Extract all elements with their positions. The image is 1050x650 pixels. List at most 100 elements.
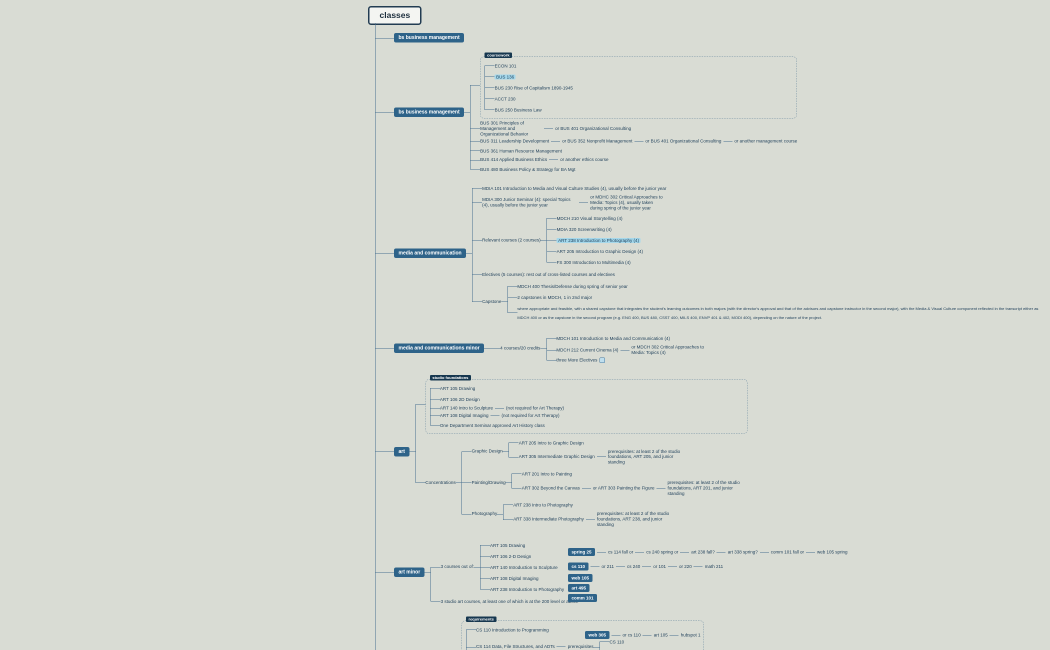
topic[interactable]: BUS 480 Business Policy & Strategy for B… xyxy=(480,166,576,172)
floating-topic[interactable]: or cs 110 xyxy=(622,632,641,638)
topic[interactable]: ART 338 Intermediate Photography xyxy=(513,516,584,522)
topic[interactable]: ART 205 Introduction to Graphic Design (… xyxy=(556,249,643,255)
topic[interactable]: MDCH 101 Introduction to Media and Commu… xyxy=(556,336,670,342)
concentrations-group: Concentrations Graphic Design ART 205 In… xyxy=(415,434,747,531)
prereq-label[interactable]: prerequisites xyxy=(567,644,594,650)
tag-icon[interactable] xyxy=(599,357,605,363)
prereq-note[interactable]: prerequisites: at least 2 of the studio … xyxy=(596,511,670,527)
floating-chip-comm-101[interactable]: comm 101 xyxy=(568,594,598,602)
topic[interactable]: BUS 311 Leadership Development xyxy=(480,138,550,144)
topic[interactable]: BUS 250 Business Law xyxy=(494,107,542,113)
branch-node-media-and-communications-minor[interactable]: media and communications minor xyxy=(394,343,485,354)
capstone-note[interactable]: where appropriate and feasible, with a s… xyxy=(517,306,1039,321)
highlighted-topic[interactable]: ART 238 Introduction to Photography (4) xyxy=(556,238,641,244)
topic[interactable]: ACCT 230 xyxy=(494,96,516,102)
branch-node-bs-business-management[interactable]: bs business management xyxy=(394,33,465,43)
floating-chip-web-305[interactable]: web 305 xyxy=(585,631,610,639)
alt-topic[interactable]: or ART 303 Painting the Figure xyxy=(592,485,655,491)
branch-node-bs-business-management-2[interactable]: bs business management xyxy=(394,107,465,118)
alt-topic[interactable]: (not required for Art Therapy) xyxy=(506,405,564,411)
topic[interactable]: ART 108 Digital Imaging xyxy=(489,575,539,581)
topic[interactable]: One Department Seminar approved Art Hist… xyxy=(439,422,545,428)
topic[interactable]: Graphic Design xyxy=(471,448,503,454)
floating-topic[interactable]: art 338 spring? xyxy=(727,549,758,555)
topic[interactable]: 3 studio art courses, at least one of wh… xyxy=(440,598,579,604)
alt-topic[interactable]: or MDHC 302 Critical Approaches to Media… xyxy=(590,194,663,211)
floating-topic[interactable]: math 211 xyxy=(704,564,724,569)
alt-topic[interactable]: or BUS 401 Organizational Consulting xyxy=(555,125,632,131)
topic[interactable]: ART 305 Intermediate Graphic Design xyxy=(518,454,595,460)
topic[interactable]: 3 courses out of: xyxy=(440,564,474,570)
alt-topic[interactable]: (not required for Art Therapy) xyxy=(501,412,560,418)
topic-course: ART 238 Introduction to Photography (4) xyxy=(546,234,643,246)
topic[interactable]: 4 courses/20 credits xyxy=(500,345,541,351)
floating-topic[interactable]: art 105 xyxy=(653,632,668,638)
floating-chip-web-105[interactable]: web 105 xyxy=(568,574,593,582)
topic[interactable]: Painting/Drawing xyxy=(471,479,506,485)
branch-art: art studio foundations ART 105 Drawing A… xyxy=(375,368,748,535)
floating-topic[interactable]: art 238 fall? xyxy=(691,549,715,555)
boundary-label-requirements[interactable]: requirements xyxy=(466,616,497,622)
alt-topic[interactable]: or MDCH 302 Critical Approaches to Media… xyxy=(631,344,704,356)
topic[interactable]: Electives (5 courses): rest out of cross… xyxy=(482,272,615,278)
topic[interactable]: ECON 101 xyxy=(494,63,517,69)
floating-topic[interactable]: cs 240 xyxy=(626,564,641,569)
topic[interactable]: Concentrations xyxy=(425,479,456,485)
topic[interactable]: ART 105 Drawing xyxy=(439,385,476,391)
floating-topic[interactable]: or 211 xyxy=(601,564,614,569)
branch-node-art[interactable]: art xyxy=(394,446,410,457)
floating-topic[interactable]: or 101 xyxy=(653,564,666,569)
topic[interactable]: BUS 230 Rise of Capitalism 1890-1945 xyxy=(494,85,573,91)
topic[interactable]: ART 201 Intro to Painting xyxy=(521,471,573,477)
boundary-label-studio-foundations[interactable]: studio foundations xyxy=(429,374,471,381)
topic[interactable]: BUS 361 Human Resource Management xyxy=(480,148,562,154)
floating-topic[interactable]: hubspot 1 xyxy=(680,632,701,638)
topic[interactable]: CS 110 xyxy=(609,639,625,645)
branch-node-media-and-communication[interactable]: media and communication xyxy=(394,248,467,258)
topic[interactable]: BUS 414 Applied Business Ethics xyxy=(480,157,548,163)
floating-chip-art-495[interactable]: art 495 xyxy=(568,584,590,592)
topic[interactable]: ART 205 Intro to Graphic Design xyxy=(518,440,584,446)
floating-topic[interactable]: cs 114 fall or xyxy=(608,549,634,555)
topic[interactable]: MDCH 400 Thesis/Defense during spring of… xyxy=(517,284,628,290)
branch-node-art-minor[interactable]: art minor xyxy=(394,567,425,578)
topic[interactable]: ART 238 Intro to Photography xyxy=(513,502,573,508)
alt-topic[interactable]: or another management course xyxy=(734,138,798,144)
floating-topic[interactable]: comm 101 fall or xyxy=(770,549,805,555)
topic[interactable]: ART 140 Intro to Sculpture xyxy=(439,405,494,411)
topic[interactable]: MDCH 210 Visual Storytelling (4) xyxy=(556,216,623,222)
highlighted-topic[interactable]: BUS 136 xyxy=(494,74,516,80)
prereq-note[interactable]: prerequisites: at least 2 of the studio … xyxy=(667,479,740,496)
floating-chip-cs-110[interactable]: cs 110 xyxy=(568,562,589,571)
alt-topic[interactable]: or another ethics course xyxy=(560,157,609,163)
topic[interactable]: three More Electives xyxy=(556,357,598,363)
alt-topic[interactable]: or BUS 352 Nonprofit Management xyxy=(562,138,633,144)
boundary-label-coursework[interactable]: coursework xyxy=(484,52,513,58)
floating-chip-spring-25[interactable]: spring 25 xyxy=(568,548,596,556)
topic[interactable]: MDIA 320 Screenwriting (4) xyxy=(556,227,612,233)
topic[interactable]: MDCH 212 Current Cinema (4) xyxy=(556,347,619,353)
alt-topic[interactable]: or BUS 401 Organizational Consulting xyxy=(645,138,722,144)
topic[interactable]: BUS 301 Principles of Management and Org… xyxy=(480,120,529,137)
topic[interactable]: ART 106 2D Design xyxy=(439,396,480,402)
floating-topic[interactable]: or 220 xyxy=(678,564,692,569)
topic[interactable]: Relevant courses (2 courses) xyxy=(482,237,541,243)
topic[interactable]: FS 300 Introduction to Multimedia (4) xyxy=(556,260,631,266)
topic[interactable]: 2 capstones in MDCH, 1 in 2nd major xyxy=(517,295,593,301)
topic[interactable]: CS 110 Introduction to Programming xyxy=(476,627,549,633)
topic[interactable]: MDIA 101 Introduction to Media and Visua… xyxy=(482,185,667,191)
topic[interactable]: Capstone xyxy=(482,298,502,304)
topic[interactable]: ART 108 Digital Imaging xyxy=(439,412,489,418)
topic[interactable]: ART 140 Introduction to Sculpture xyxy=(489,564,558,570)
topic[interactable]: CS 114 Data, File Structures, and ADTs xyxy=(476,644,555,650)
prereq-note[interactable]: prerequisites: at least 2 of the studio … xyxy=(607,448,681,465)
topic[interactable]: MDIA 300 Junior Seminar (4): special Top… xyxy=(482,197,571,208)
floating-topic[interactable]: web 105 spring xyxy=(817,549,848,555)
floating-topic[interactable]: cs 240 spring or xyxy=(646,549,679,555)
root-node[interactable]: classes xyxy=(368,6,422,25)
topic[interactable]: Photography xyxy=(471,511,498,517)
topic[interactable]: ART 238 Introduction to Photography xyxy=(489,586,565,592)
topic[interactable]: ART 105 Drawing xyxy=(489,542,526,548)
topic[interactable]: ART 302 Beyond the Canvas xyxy=(521,485,580,491)
topic[interactable]: ART 106 2-D Design xyxy=(489,553,532,559)
